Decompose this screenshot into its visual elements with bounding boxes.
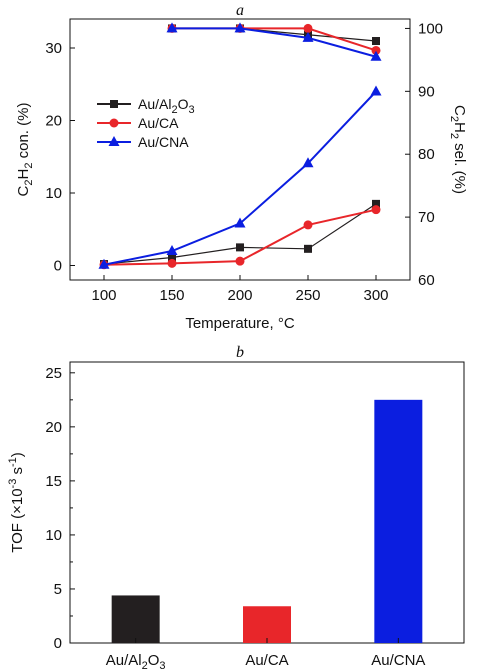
category-label: Au/CA [245, 652, 288, 669]
conversion-point [371, 205, 381, 215]
legend-marker [109, 118, 119, 128]
legend-label: Au/Al2O3 [138, 96, 195, 116]
y-right-tick-label: 80 [418, 146, 435, 163]
y-tick-label: 15 [45, 473, 62, 490]
panel-a-frame [69, 18, 411, 281]
legend-marker [108, 136, 120, 146]
conversion-point [302, 157, 314, 168]
legend-label: Au/CA [138, 115, 179, 131]
x-tick-label: 100 [91, 287, 116, 304]
y-axis-label: TOF (×10-3 s-1) [7, 452, 26, 553]
selectivity-point [370, 50, 382, 61]
y-left-tick-label: 0 [54, 258, 62, 275]
conversion-point [167, 258, 177, 268]
legend-marker [110, 100, 118, 108]
y-left-axis-label: C2H2 con. (%) [15, 103, 35, 197]
selectivity-point [302, 31, 314, 42]
conversion-point [303, 220, 313, 230]
y-tick-label: 0 [54, 635, 62, 652]
legend-label: Au/CNA [138, 134, 189, 150]
y-tick-label: 5 [54, 581, 62, 598]
conversion-point [166, 245, 178, 255]
category-label: Au/Al2O3 [106, 652, 166, 672]
bar [111, 595, 160, 643]
panel-a-title: a [236, 2, 244, 19]
y-tick-label: 10 [45, 527, 62, 544]
conversion-point [235, 256, 245, 266]
conversion-point [370, 85, 382, 96]
y-right-axis-label: C2H2 sel. (%) [448, 105, 468, 194]
y-tick-label: 20 [45, 419, 62, 436]
conversion-point [168, 253, 176, 262]
y-right-tick-label: 100 [418, 20, 443, 37]
conversion-point [234, 217, 246, 228]
x-tick-label: 200 [227, 287, 252, 304]
y-right-tick-label: 60 [418, 272, 435, 289]
panel-b-title: b [236, 344, 244, 361]
y-right-tick-label: 70 [418, 209, 435, 226]
bar [374, 399, 423, 643]
selectivity-point [166, 22, 178, 33]
conversion-point [304, 244, 312, 253]
conversion-point [98, 258, 110, 269]
selectivity-point [234, 22, 246, 33]
x-tick-label: 150 [159, 287, 184, 304]
conversion-point [372, 199, 380, 208]
y-left-tick-label: 10 [45, 185, 62, 202]
selectivity-line [172, 27, 377, 58]
x-tick-label: 250 [295, 287, 320, 304]
conversion-point [236, 243, 244, 252]
y-left-tick-label: 20 [45, 113, 62, 130]
selectivity-point [371, 45, 381, 55]
selectivity-line [172, 27, 377, 42]
x-tick-label: 300 [363, 287, 388, 304]
y-left-tick-label: 30 [45, 40, 62, 57]
y-tick-label: 25 [45, 365, 62, 382]
x-axis-label: Temperature, °C [185, 315, 295, 332]
bar [243, 606, 291, 643]
conversion-line [103, 203, 377, 265]
category-label: Au/CNA [371, 652, 425, 669]
y-right-tick-label: 90 [418, 83, 435, 100]
selectivity-point [372, 37, 380, 46]
selectivity-point [303, 23, 313, 33]
